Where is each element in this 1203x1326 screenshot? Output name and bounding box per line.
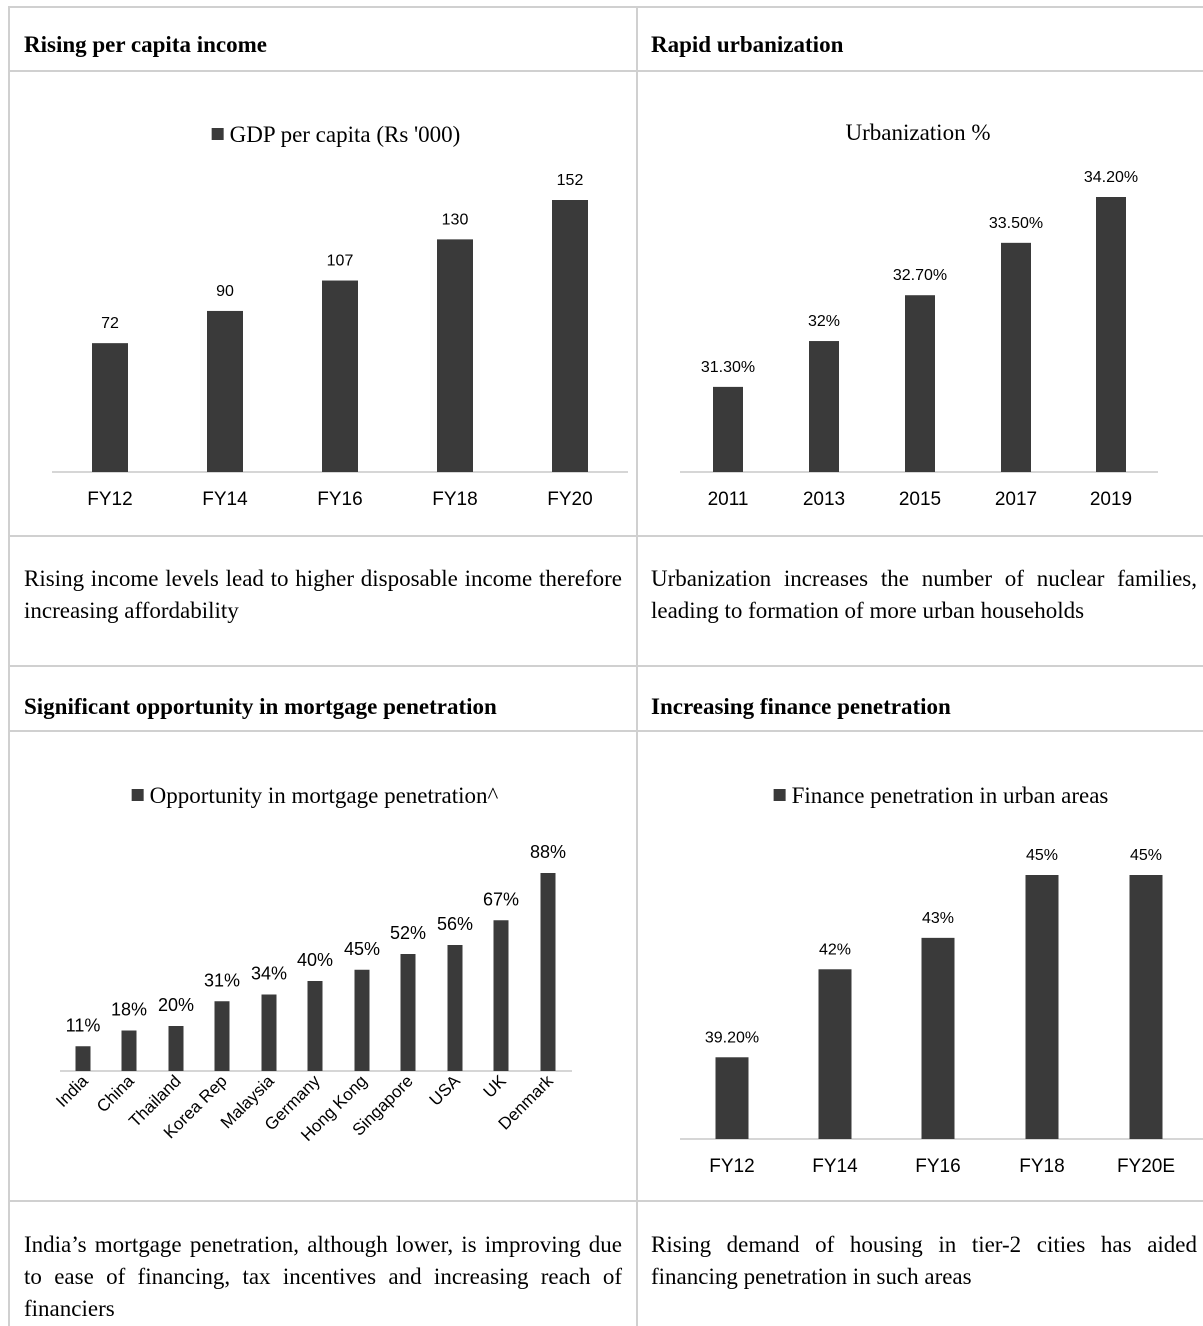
bar-fy20: [552, 200, 588, 472]
panel-description-urbanization: Urbanization increases the number of nuc…: [651, 566, 1197, 623]
x-tick-label: 2017: [995, 489, 1037, 510]
bar-fy18: [1025, 875, 1059, 1139]
x-tick-label: 2011: [708, 489, 749, 510]
data-label: 42%: [819, 941, 851, 958]
data-label: 130: [442, 211, 469, 228]
data-label: 18%: [111, 1000, 147, 1020]
x-tick-label: USA: [426, 1071, 465, 1110]
bar-2011: [713, 386, 743, 472]
data-label: 72: [101, 315, 119, 332]
data-label: 52%: [390, 923, 426, 943]
bar-usa: [447, 945, 463, 1071]
data-label: 33.50%: [989, 215, 1043, 232]
chart-legend: GDP per capita (Rs '000): [230, 122, 461, 147]
x-tick-label: FY16: [915, 1156, 960, 1177]
data-label: 45%: [1026, 847, 1058, 864]
legend-swatch: [211, 128, 224, 140]
data-label: 11%: [66, 1015, 101, 1035]
x-tick-label: 2019: [1090, 489, 1132, 510]
data-label: 32.70%: [893, 267, 947, 284]
bar-hong-kong: [354, 969, 370, 1071]
x-tick-label: FY20E: [1117, 1156, 1175, 1177]
chart-legend: Opportunity in mortgage penetration^: [150, 783, 499, 808]
x-tick-label: FY18: [432, 489, 477, 510]
grid-line: [8, 1200, 1203, 1202]
bar-thailand: [168, 1026, 184, 1071]
panel-heading-mortgage: Significant opportunity in mortgage pene…: [24, 694, 497, 719]
data-label: 34.20%: [1084, 169, 1138, 186]
bar-fy12: [92, 343, 128, 472]
grid-line: [8, 730, 1203, 732]
x-tick-label: FY14: [202, 489, 248, 510]
bar-fy16: [322, 280, 358, 472]
x-tick-label: India: [52, 1071, 92, 1111]
data-label: 43%: [922, 910, 954, 927]
bar-fy16: [921, 937, 955, 1139]
bar-india: [75, 1046, 91, 1071]
grid-line: [8, 6, 1203, 8]
x-tick-label: FY14: [812, 1156, 858, 1177]
x-tick-label: FY16: [317, 489, 362, 510]
data-label: 34%: [251, 964, 287, 984]
x-tick-label: FY12: [87, 489, 132, 510]
bar-2017: [1001, 242, 1031, 472]
x-tick-label: 2015: [899, 489, 941, 510]
bar-china: [121, 1030, 137, 1071]
x-tick-label: FY18: [1019, 1156, 1064, 1177]
bar-2019: [1096, 197, 1126, 472]
panel-description-finance: Rising demand of housing in tier-2 citie…: [651, 1232, 1197, 1289]
chart-legend: Finance penetration in urban areas: [792, 783, 1109, 808]
bar-fy14: [207, 310, 243, 472]
data-label: 32%: [808, 313, 840, 330]
x-tick-label: China: [93, 1071, 138, 1116]
data-label: 56%: [437, 914, 473, 934]
legend-swatch: [773, 789, 786, 801]
x-tick-label: FY20: [547, 489, 592, 510]
bar-fy18: [437, 239, 473, 472]
panel-heading-urbanization: Rapid urbanization: [651, 32, 844, 57]
data-label: 45%: [1130, 847, 1162, 864]
data-label: 90: [216, 283, 234, 300]
bar-malaysia: [261, 994, 277, 1071]
bar-fy12: [715, 1057, 749, 1139]
grid-line: [8, 665, 1203, 667]
panel-description-mortgage: India’s mortgage penetration, although l…: [24, 1232, 622, 1321]
bar-fy14: [818, 969, 852, 1139]
bar-korea-rep: [214, 1001, 230, 1071]
legend-swatch: [131, 789, 144, 801]
x-tick-label: UK: [480, 1071, 511, 1102]
data-label: 45%: [344, 939, 380, 959]
data-label: 40%: [297, 950, 333, 970]
grid-line: [8, 70, 1203, 72]
panel-description-income: Rising income levels lead to higher disp…: [24, 566, 622, 623]
data-label: 88%: [530, 842, 566, 862]
grid-line: [8, 6, 10, 1326]
x-tick-label: FY12: [709, 1156, 754, 1177]
data-label: 39.20%: [705, 1029, 759, 1046]
chart-caption: Urbanization %: [846, 120, 991, 145]
data-label: 67%: [483, 889, 519, 909]
bar-2013: [809, 341, 839, 472]
bar-germany: [307, 981, 323, 1071]
grid-line: [8, 535, 1203, 537]
bar-2015: [905, 295, 935, 472]
bar-uk: [493, 920, 509, 1071]
bar-fy20e: [1129, 875, 1163, 1139]
panel-heading-income: Rising per capita income: [24, 32, 267, 57]
data-label: 20%: [158, 995, 194, 1015]
data-label: 152: [557, 172, 584, 189]
data-label: 31.30%: [701, 359, 755, 376]
bar-denmark: [540, 873, 556, 1071]
data-label: 31%: [204, 970, 240, 990]
grid-line: [636, 6, 638, 1326]
bar-singapore: [400, 954, 416, 1071]
panel-heading-finance: Increasing finance penetration: [651, 694, 951, 719]
x-tick-label: 2013: [803, 489, 845, 510]
data-label: 107: [327, 253, 354, 270]
